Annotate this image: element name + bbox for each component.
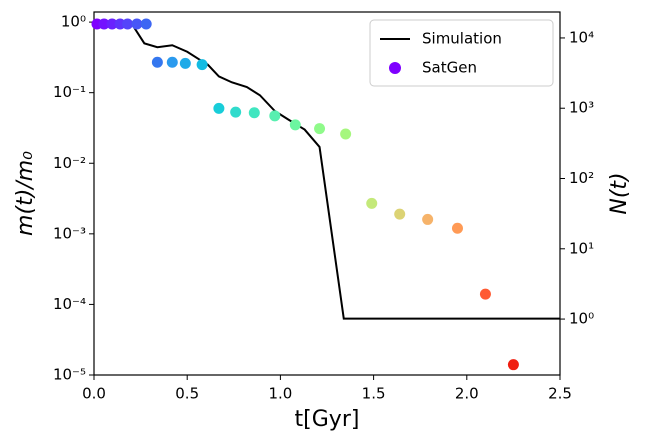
y-tick-label: 10⁻⁴ <box>53 295 86 313</box>
x-tick-label: 0.5 <box>175 385 199 403</box>
x-tick-label: 1.0 <box>268 385 292 403</box>
satgen-point <box>213 102 225 114</box>
satgen-point <box>248 107 260 119</box>
x-tick-label: 2.5 <box>548 385 572 403</box>
satgen-point <box>422 213 434 225</box>
satgen-point <box>479 288 491 300</box>
satgen-point <box>179 57 191 69</box>
satgen-point <box>451 222 463 234</box>
satgen-point <box>151 56 163 68</box>
y2-tick-label: 10⁰ <box>569 310 594 328</box>
satgen-point <box>106 18 118 30</box>
y2-tick-label: 10¹ <box>569 239 594 257</box>
satgen-point <box>122 18 134 30</box>
satgen-point <box>314 123 326 135</box>
satgen-point <box>394 208 406 220</box>
x-tick-label: 1.5 <box>362 385 386 403</box>
satgen-point <box>366 197 378 209</box>
satgen-point <box>269 110 281 122</box>
y-tick-label: 10⁻² <box>53 154 86 172</box>
legend-box <box>369 19 554 87</box>
satgen-point <box>140 18 152 30</box>
y2-tick-label: 10² <box>569 169 594 187</box>
y2-axis-label: N(t) <box>607 172 632 214</box>
legend-label: Simulation <box>422 30 502 48</box>
satgen-point <box>98 18 110 30</box>
x-tick-label: 2.0 <box>455 385 479 403</box>
legend-marker <box>389 62 401 74</box>
y-axis-label: m(t)/m₀ <box>13 151 38 236</box>
y-tick-label: 10⁻⁵ <box>53 366 86 384</box>
plot-frame <box>93 11 561 376</box>
legend-label: SatGen <box>422 59 477 77</box>
y-tick-label: 10⁻¹ <box>53 83 86 101</box>
y-tick-label: 10⁻³ <box>53 224 86 242</box>
y2-tick-label: 10³ <box>569 99 594 117</box>
x-axis-label: t[Gyr] <box>295 407 360 432</box>
satgen-point <box>131 18 143 30</box>
x-tick-label: 0.0 <box>82 385 106 403</box>
satgen-point <box>196 59 208 71</box>
satgen-point <box>507 359 519 371</box>
satgen-point <box>340 128 352 140</box>
satgen-point <box>166 56 178 68</box>
satgen-point <box>289 119 301 131</box>
y2-tick-label: 10⁴ <box>569 28 594 46</box>
satgen-point <box>230 106 242 118</box>
y-tick-label: 10⁰ <box>61 13 86 31</box>
